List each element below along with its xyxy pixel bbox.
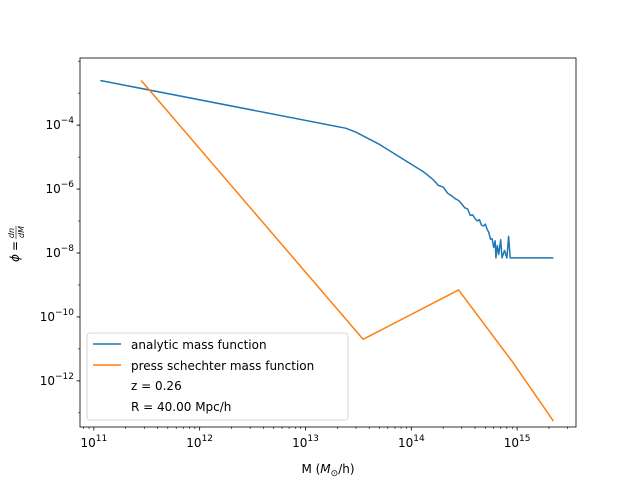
svg-text:dn: dn (7, 228, 16, 238)
legend: analytic mass function press schechter m… (86, 332, 349, 421)
series-line-0 (100, 79, 554, 259)
y-axis-label: ϕ = dn dM (7, 226, 26, 262)
series-layer (100, 79, 555, 422)
legend-box (86, 332, 349, 421)
legend-radius: R = 40.00 Mpc/h (131, 400, 231, 414)
plot-frame (79, 57, 577, 428)
svg-text:ϕ: ϕ (8, 254, 22, 262)
x-axis-label: M (M⊙/h) (301, 462, 354, 479)
legend-redshift: z = 0.26 (131, 379, 182, 393)
legend-label-press-schechter: press schechter mass function (131, 359, 314, 373)
series-line-1 (140, 80, 555, 422)
ticks-layer: 1011 1012 1013 1014 101510−1210−1010−810−610… (40, 60, 568, 450)
svg-text:=: = (8, 241, 22, 251)
svg-text:dM: dM (17, 226, 26, 238)
legend-label-analytic: analytic mass function (131, 338, 267, 352)
